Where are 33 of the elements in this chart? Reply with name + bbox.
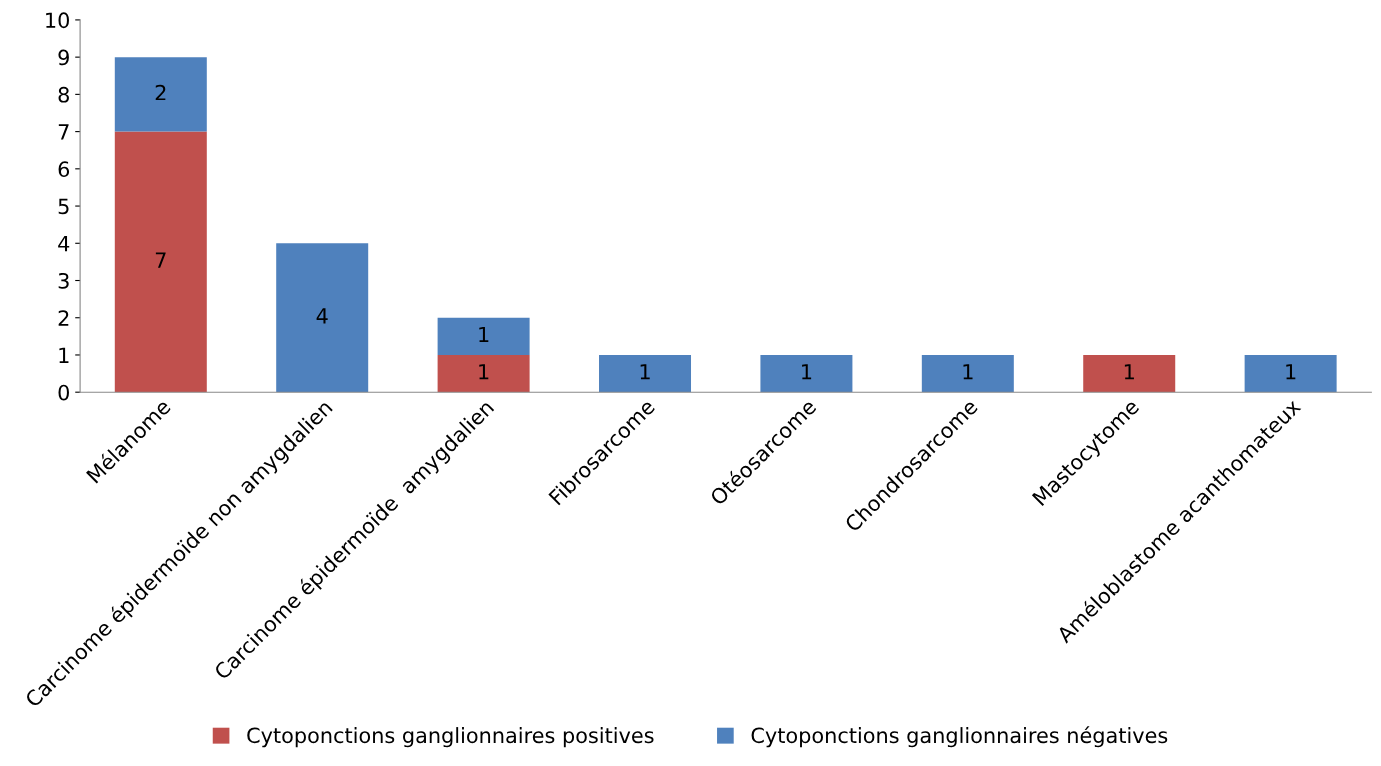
bar <box>599 354 692 393</box>
y-tick-label: 3 <box>58 272 69 289</box>
data-label: 1 <box>963 364 973 380</box>
y-tick-label: 9 <box>58 49 69 66</box>
y-tick-label: 1 <box>59 347 69 363</box>
y-tick-label: 4 <box>58 236 70 252</box>
y-tick-label: 8 <box>58 86 69 103</box>
bar <box>437 317 530 355</box>
data-label: 1 <box>640 364 650 380</box>
data-label: 1 <box>479 364 489 380</box>
y-tick-label: 10 <box>46 12 69 29</box>
bar <box>114 131 207 393</box>
y-tick-label: 5 <box>58 198 69 215</box>
bar <box>1083 354 1176 393</box>
y-tick-label: 6 <box>58 161 70 178</box>
bar <box>114 57 207 132</box>
data-label: 4 <box>316 308 328 324</box>
bar <box>437 354 530 393</box>
bar <box>760 354 853 393</box>
data-label: 2 <box>155 84 166 101</box>
data-label: 1 <box>802 364 812 380</box>
legend-label: Cytoponctions ganglionnaires négatives <box>751 726 1168 748</box>
bar <box>1244 354 1337 393</box>
data-label: 1 <box>479 326 489 343</box>
y-tick-label: 0 <box>58 384 69 401</box>
data-label: 1 <box>1124 364 1134 380</box>
bar <box>921 354 1014 393</box>
y-tick-label: 2 <box>58 310 69 326</box>
bar <box>276 243 369 393</box>
data-label: 7 <box>155 252 166 268</box>
y-tick-label: 7 <box>58 124 69 140</box>
data-label: 1 <box>1286 364 1296 380</box>
legend-label: Cytoponctions ganglionnaires positives <box>247 727 654 748</box>
